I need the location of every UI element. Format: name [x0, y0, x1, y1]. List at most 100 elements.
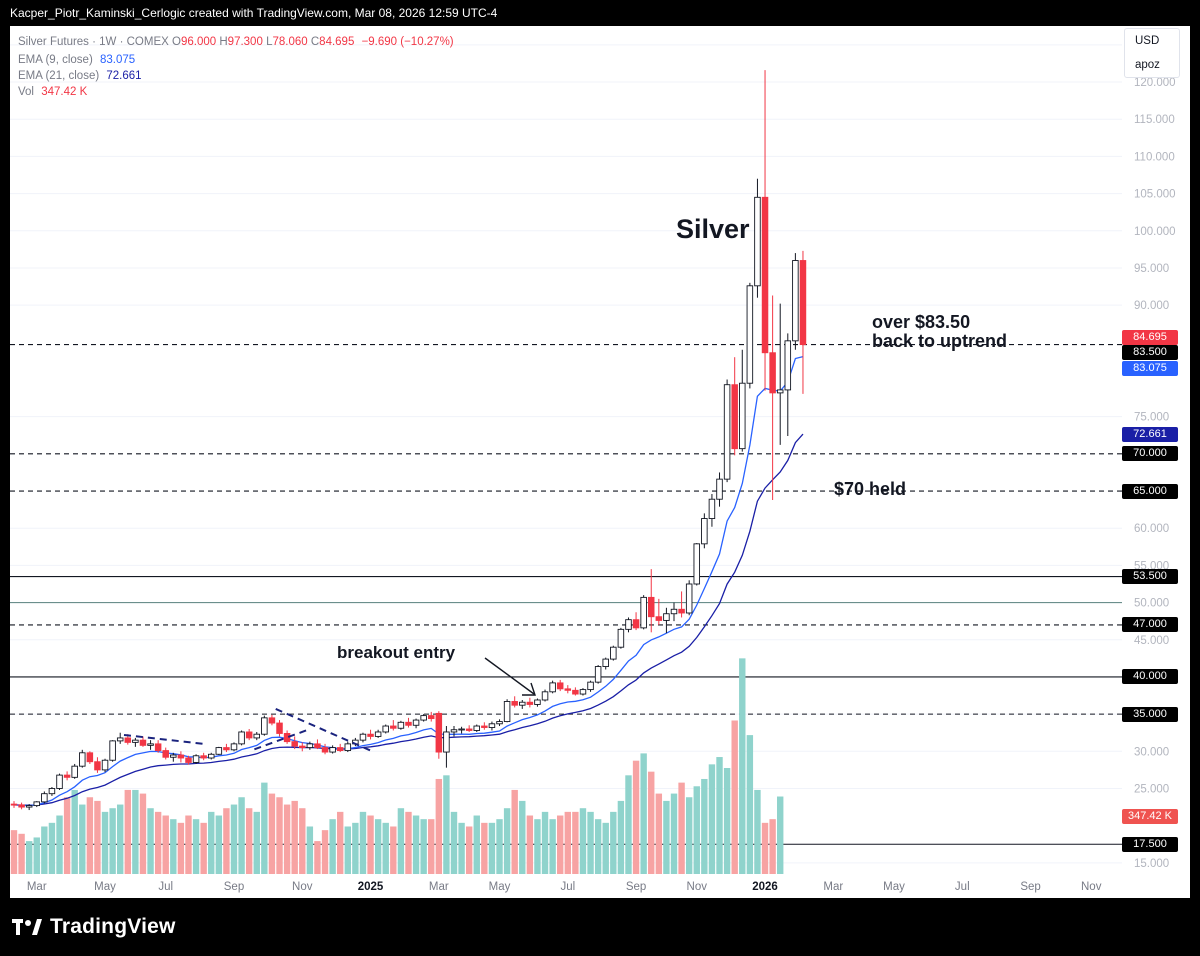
candle[interactable]: [314, 743, 321, 749]
candle[interactable]: [450, 729, 458, 733]
candle[interactable]: [367, 733, 374, 737]
candle[interactable]: [617, 628, 625, 648]
candle[interactable]: [784, 340, 792, 391]
candle[interactable]: [731, 384, 738, 450]
trendline-3[interactable]: [252, 729, 307, 751]
candle[interactable]: [754, 196, 761, 287]
candle[interactable]: [139, 739, 147, 746]
candle[interactable]: [170, 754, 177, 758]
candle[interactable]: [769, 352, 776, 394]
candle[interactable]: [306, 743, 314, 749]
candle[interactable]: [147, 743, 154, 746]
candle[interactable]: [154, 743, 162, 752]
candle[interactable]: [761, 196, 769, 354]
trendline-2[interactable]: [275, 708, 371, 752]
candle[interactable]: [602, 658, 609, 667]
candle[interactable]: [268, 717, 276, 724]
candle[interactable]: [18, 804, 25, 808]
candle[interactable]: [655, 616, 663, 621]
candle[interactable]: [647, 596, 655, 618]
candle[interactable]: [283, 733, 291, 743]
price-chart[interactable]: 15.00025.00030.00035.00045.00050.00055.0…: [10, 26, 1190, 898]
candle[interactable]: [382, 725, 389, 733]
candle[interactable]: [708, 498, 716, 520]
candle[interactable]: [253, 733, 261, 739]
candle[interactable]: [587, 681, 594, 691]
tradingview-logo[interactable]: TradingView: [12, 912, 176, 942]
candle[interactable]: [625, 619, 632, 630]
candle[interactable]: [458, 728, 465, 731]
candle[interactable]: [344, 743, 352, 752]
candle[interactable]: [63, 774, 71, 778]
candle[interactable]: [526, 701, 534, 705]
candle[interactable]: [579, 689, 587, 695]
currency-selector[interactable]: USD: [1135, 35, 1160, 47]
candle[interactable]: [678, 608, 685, 614]
candle[interactable]: [435, 712, 443, 753]
candle[interactable]: [776, 389, 784, 394]
legend-symbol[interactable]: Silver Futures · 1W · COMEX: [18, 36, 169, 48]
candle[interactable]: [481, 725, 488, 728]
candle[interactable]: [465, 728, 473, 731]
candle[interactable]: [701, 518, 708, 545]
scale-options[interactable]: USD apoz: [1124, 28, 1180, 78]
candle[interactable]: [10, 803, 18, 806]
candle[interactable]: [86, 752, 94, 763]
candle[interactable]: [33, 801, 41, 807]
candle[interactable]: [185, 757, 192, 763]
candle[interactable]: [94, 761, 101, 771]
candle[interactable]: [374, 731, 382, 737]
candle[interactable]: [519, 701, 526, 706]
candle[interactable]: [723, 384, 731, 480]
candle[interactable]: [276, 722, 283, 734]
ema21-line[interactable]: [13, 433, 804, 806]
candle[interactable]: [594, 666, 602, 683]
candle[interactable]: [230, 743, 238, 751]
candle[interactable]: [427, 715, 435, 720]
candle[interactable]: [162, 750, 169, 758]
candle[interactable]: [564, 688, 572, 691]
legend-ema21[interactable]: EMA (21, close) 72.661: [18, 70, 142, 82]
candle[interactable]: [541, 691, 549, 701]
candle[interactable]: [503, 701, 511, 723]
candle[interactable]: [397, 721, 405, 729]
candle[interactable]: [79, 752, 86, 767]
candle[interactable]: [799, 260, 807, 346]
candle[interactable]: [48, 788, 56, 795]
candle[interactable]: [443, 731, 450, 753]
candle[interactable]: [192, 755, 200, 763]
scale-mode-selector[interactable]: apoz: [1135, 59, 1160, 71]
ema9-line[interactable]: [13, 355, 804, 807]
candle[interactable]: [200, 755, 207, 759]
candle[interactable]: [109, 740, 116, 761]
trendline-1[interactable]: [123, 733, 204, 745]
candle[interactable]: [685, 583, 693, 614]
candle[interactable]: [556, 682, 564, 690]
candle[interactable]: [670, 608, 678, 615]
candle[interactable]: [549, 682, 556, 693]
candle[interactable]: [412, 719, 420, 726]
candle[interactable]: [71, 765, 78, 778]
candle[interactable]: [473, 725, 481, 731]
candle[interactable]: [693, 543, 701, 585]
candle[interactable]: [132, 739, 139, 743]
candle[interactable]: [336, 747, 344, 752]
candle[interactable]: [496, 721, 503, 725]
candle[interactable]: [207, 753, 215, 759]
candle[interactable]: [56, 774, 63, 789]
candle[interactable]: [238, 731, 245, 745]
legend-volume[interactable]: Vol 347.42 K: [18, 86, 87, 98]
candle[interactable]: [223, 747, 230, 751]
candle[interactable]: [116, 737, 124, 742]
candle[interactable]: [41, 793, 48, 803]
candle[interactable]: [245, 731, 253, 739]
candle[interactable]: [390, 725, 397, 729]
candle[interactable]: [534, 699, 541, 705]
candle[interactable]: [716, 478, 723, 500]
candle[interactable]: [632, 619, 640, 629]
candle[interactable]: [405, 721, 412, 726]
candle[interactable]: [291, 741, 298, 747]
legend-ema9[interactable]: EMA (9, close) 83.075: [18, 54, 135, 66]
candle[interactable]: [261, 717, 268, 735]
candle[interactable]: [177, 754, 185, 759]
